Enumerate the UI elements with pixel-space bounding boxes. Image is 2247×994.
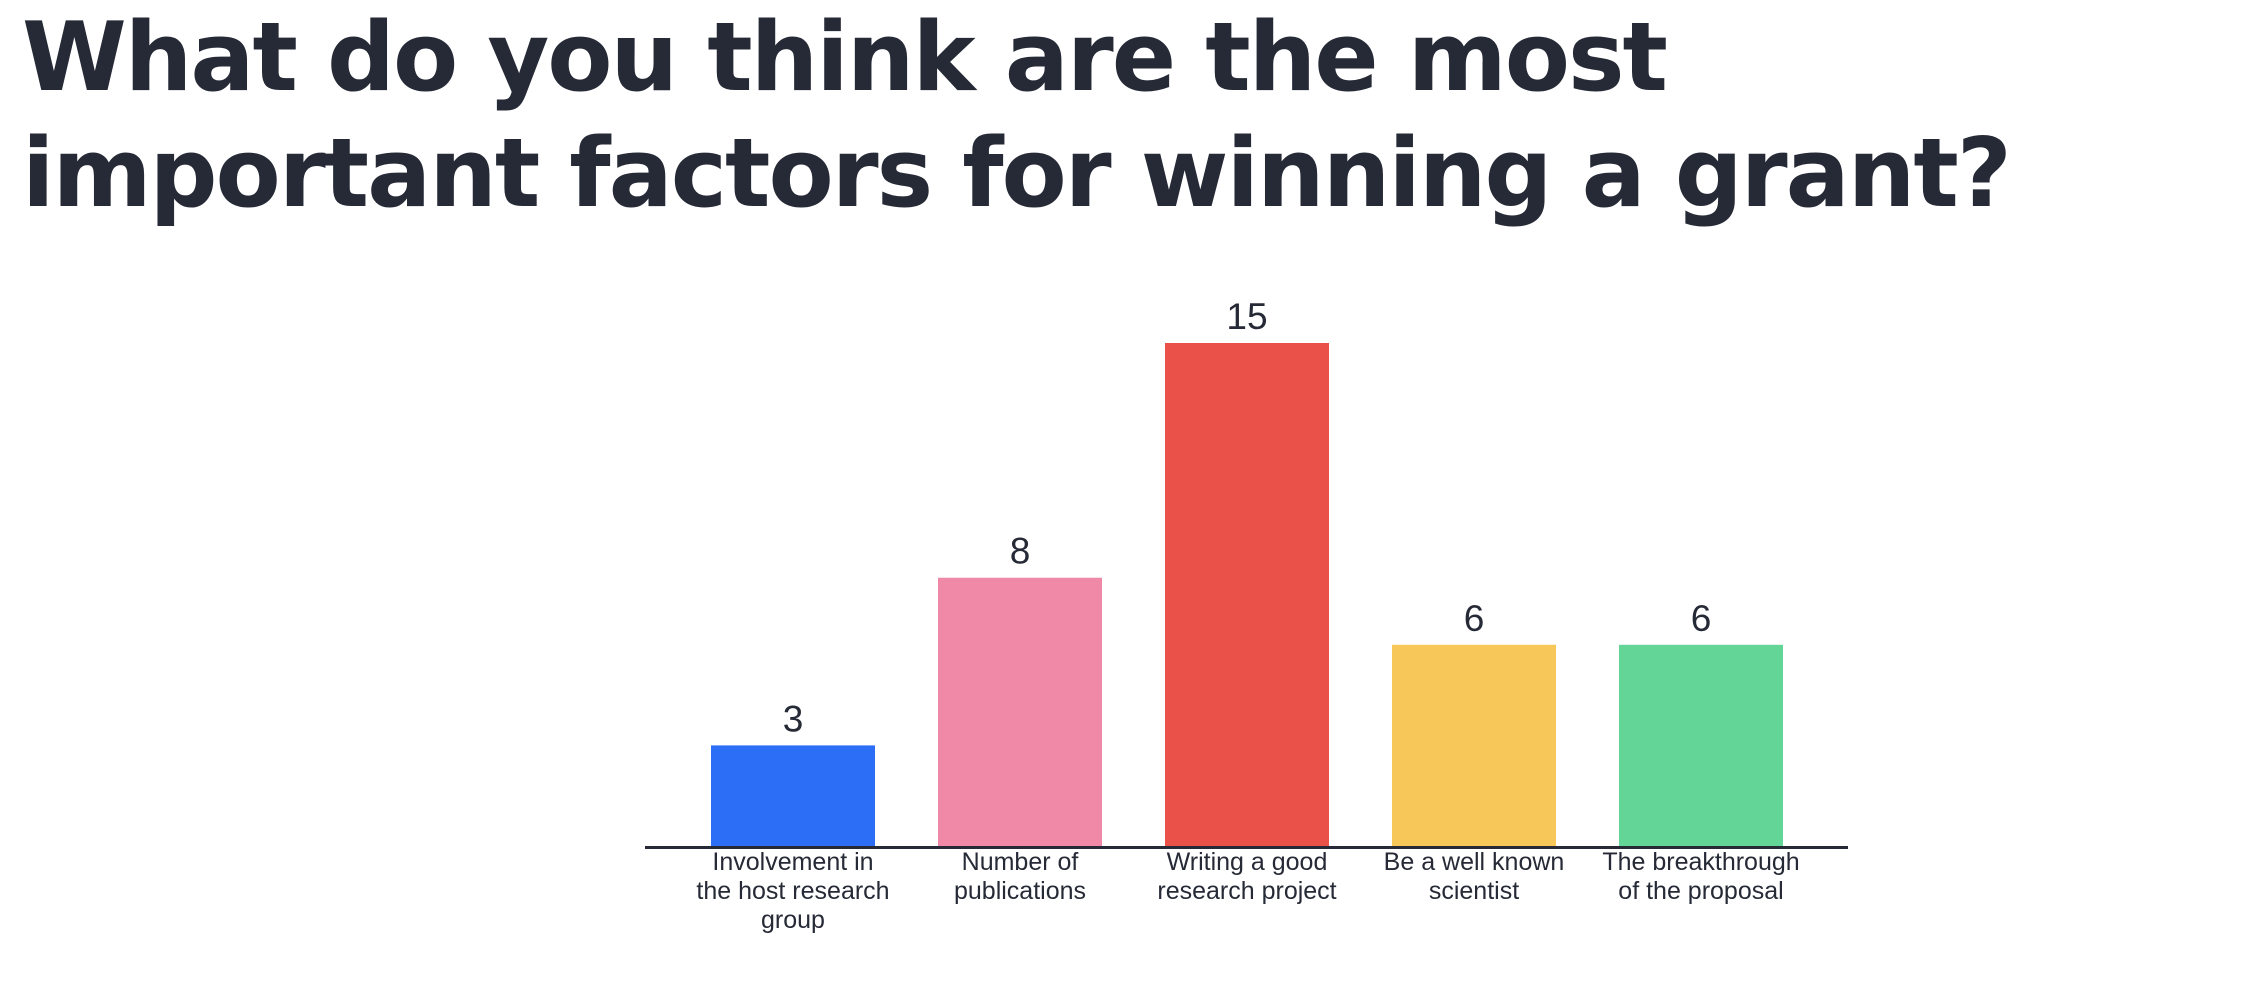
bar-value-label: 8 <box>1010 531 1031 572</box>
bar-3 <box>1165 343 1329 846</box>
bar-5 <box>1619 644 1783 846</box>
bar-value-label: 6 <box>1464 598 1485 639</box>
category-label: The breakthrough of the proposal <box>1602 848 1800 905</box>
category-label: Involvement in the host research group <box>696 848 890 934</box>
page-title: What do you think are the most important… <box>22 3 2012 229</box>
bar-value-label: 3 <box>783 698 804 739</box>
category-label: Writing a good research project <box>1157 848 1337 905</box>
bar-value-label: 15 <box>1226 296 1267 337</box>
bar-1 <box>711 745 875 846</box>
bar-value-label: 6 <box>1691 598 1712 639</box>
category-label: Number of publications <box>953 848 1087 905</box>
bar-4 <box>1392 644 1556 846</box>
category-label: Be a well known scientist <box>1383 848 1565 905</box>
bar-2 <box>938 577 1102 846</box>
